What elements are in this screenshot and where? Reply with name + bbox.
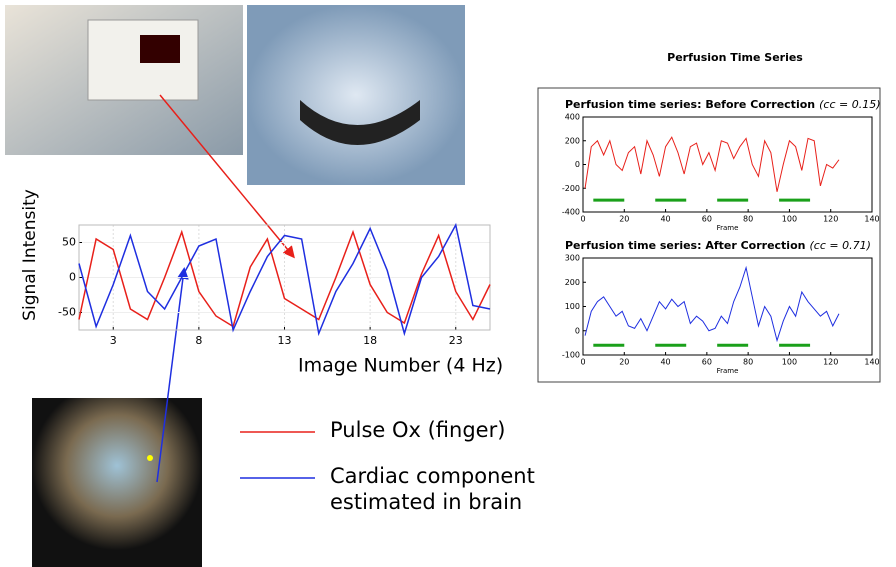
legend-label: Pulse Ox (finger) bbox=[330, 417, 590, 443]
perfusion-panel bbox=[538, 88, 880, 382]
x-tick-label: 3 bbox=[110, 334, 117, 347]
y-tick-label: -400 bbox=[562, 208, 580, 217]
x-tick-label: 0 bbox=[580, 215, 585, 224]
x-tick-label: 60 bbox=[702, 358, 712, 367]
y-tick-label: -100 bbox=[562, 351, 580, 360]
x-tick-label: 40 bbox=[660, 358, 670, 367]
slide: Perfusion Time Series 3 8 13 18 23 -50 0 50 Sign… bbox=[0, 0, 896, 567]
x-tick-label: 0 bbox=[580, 358, 585, 367]
x-tick-label: 60 bbox=[702, 215, 712, 224]
y-tick-label: 100 bbox=[565, 302, 580, 311]
chart-title: Perfusion time series: Before Correction… bbox=[565, 98, 881, 111]
y-tick-label: 0 bbox=[575, 326, 580, 335]
x-axis-label: Frame bbox=[717, 224, 739, 232]
x-tick-label: 40 bbox=[660, 215, 670, 224]
x-tick-label: 100 bbox=[782, 358, 797, 367]
title-annotation: (cc = 0.71) bbox=[809, 239, 870, 252]
x-tick-label: 80 bbox=[743, 215, 753, 224]
device-display bbox=[140, 35, 180, 63]
y-tick-label: 200 bbox=[565, 136, 580, 145]
x-tick-label: 23 bbox=[449, 334, 463, 347]
y-axis-label: Signal Intensity bbox=[20, 189, 40, 321]
x-tick-label: 8 bbox=[195, 334, 202, 347]
legend-label: Cardiac component estimated in brain bbox=[330, 463, 560, 515]
y-tick-label: 300 bbox=[565, 254, 580, 263]
x-tick-label: 13 bbox=[278, 334, 292, 347]
title-annotation: (cc = 0.15) bbox=[819, 98, 880, 111]
x-tick-label: 20 bbox=[619, 358, 629, 367]
x-tick-label: 140 bbox=[864, 215, 879, 224]
x-tick-label: 18 bbox=[363, 334, 377, 347]
x-axis-label: Frame bbox=[717, 367, 739, 375]
x-tick-label: 100 bbox=[782, 215, 797, 224]
brain-render bbox=[32, 398, 202, 567]
chart-title: Perfusion time series: After Correction (… bbox=[565, 239, 871, 252]
title-text: Perfusion time series: After Correction bbox=[565, 239, 805, 252]
x-axis-label: Image Number (4 Hz) bbox=[298, 355, 503, 377]
x-tick-label: 140 bbox=[864, 358, 879, 367]
y-tick-label: -50 bbox=[58, 306, 76, 319]
panel-title: Perfusion Time Series bbox=[667, 51, 803, 64]
title-text: Perfusion time series: Before Correction bbox=[565, 98, 815, 111]
x-tick-label: 120 bbox=[823, 358, 838, 367]
y-tick-label: -200 bbox=[562, 184, 580, 193]
x-tick-label: 80 bbox=[743, 358, 753, 367]
y-tick-label: 0 bbox=[575, 160, 580, 169]
y-tick-label: 400 bbox=[565, 113, 580, 122]
torso-photo bbox=[247, 5, 465, 185]
y-tick-label: 200 bbox=[565, 278, 580, 287]
y-tick-label: 50 bbox=[62, 236, 76, 249]
brain-point bbox=[147, 455, 153, 461]
y-tick-label: 0 bbox=[69, 271, 76, 284]
x-tick-label: 20 bbox=[619, 215, 629, 224]
x-tick-label: 120 bbox=[823, 215, 838, 224]
